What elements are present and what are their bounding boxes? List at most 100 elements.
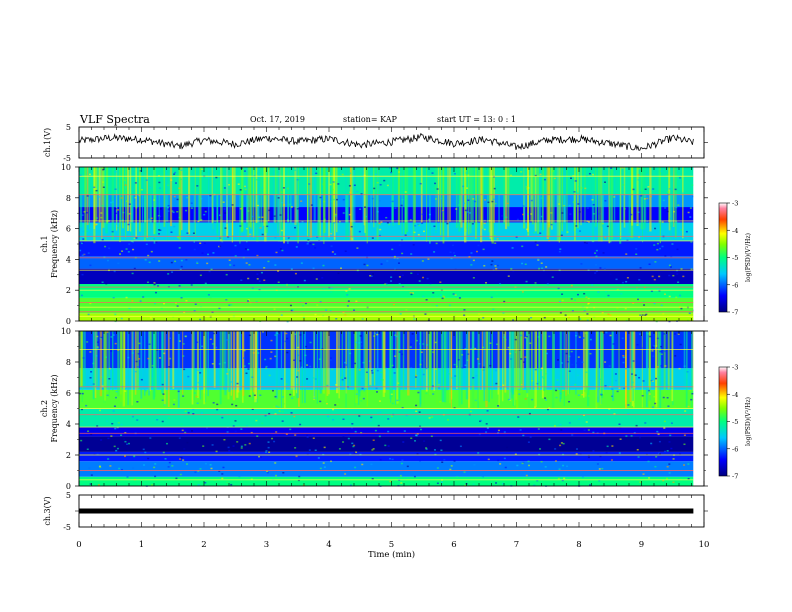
noise-speckle [130,242,133,244]
noise-speckle [265,450,268,452]
noise-speckle [106,331,109,333]
noise-speckle [640,195,643,197]
noise-streak [150,331,153,387]
noise-speckle [670,387,673,390]
noise-speckle [637,456,640,458]
noise-speckle [147,457,150,460]
noise-speckle [186,463,189,465]
noise-speckle [537,428,540,430]
noise-speckle [414,440,417,442]
noise-speckle [83,483,86,486]
noise-speckle [629,236,632,238]
noise-speckle [199,274,202,277]
noise-speckle [560,234,563,237]
noise-speckle [470,264,473,266]
noise-speckle [625,280,628,283]
noise-speckle [225,299,228,301]
noise-speckle [376,333,379,336]
noise-speckle [365,215,368,218]
noise-speckle [497,459,500,462]
noise-speckle [390,280,393,282]
noise-speckle [663,350,666,353]
noise-speckle [178,285,181,287]
spectral-band [79,256,694,269]
noise-streak [412,167,415,241]
noise-speckle [162,302,165,305]
noise-streak [643,167,647,229]
noise-speckle [96,341,99,343]
noise-streak [649,167,652,232]
noise-streak [104,331,106,401]
noise-speckle [467,353,470,355]
noise-speckle [175,477,178,480]
noise-speckle [342,311,345,314]
noise-speckle [541,445,544,448]
noise-speckle [136,366,139,368]
noise-speckle [566,361,569,363]
noise-speckle [414,376,417,378]
noise-speckle [412,292,415,294]
noise-speckle [143,464,146,466]
noise-speckle [174,182,177,184]
noise-streak [566,167,568,235]
noise-speckle [210,268,213,271]
noise-speckle [263,279,266,282]
noise-speckle [153,282,156,284]
noise-speckle [525,335,528,338]
noise-speckle [378,200,381,202]
noise-streak [488,331,490,403]
noise-speckle [268,374,271,377]
noise-speckle [648,263,651,265]
noise-speckle [276,171,279,173]
noise-speckle [126,476,129,478]
spectral-band [79,240,694,257]
noise-speckle [228,184,231,186]
noise-streak [395,331,397,405]
noise-speckle [463,309,466,311]
noise-streak [328,331,330,395]
noise-speckle [350,225,353,228]
noise-streak [586,331,588,386]
noise-speckle [643,304,646,306]
noise-streak [478,331,480,402]
noise-speckle [342,435,345,437]
noise-speckle [280,191,283,193]
noise-speckle [195,395,198,398]
noise-speckle [618,423,621,425]
noise-speckle [663,293,666,295]
noise-speckle [290,268,293,270]
noise-speckle [659,247,662,250]
noise-speckle [666,384,669,387]
noise-speckle [672,458,675,460]
colorbar-tick-label: -3 [732,364,738,372]
noise-streak [297,167,299,244]
noise-speckle [687,211,690,214]
noise-streak [200,331,202,400]
noise-speckle [219,237,222,239]
noise-speckle [585,296,588,298]
noise-speckle [183,448,186,450]
noise-speckle [82,238,85,240]
noise-speckle [213,206,216,209]
noise-streak [295,167,298,229]
noise-speckle [228,449,231,452]
noise-speckle [573,191,576,193]
noise-speckle [635,424,638,427]
noise-speckle [422,343,425,345]
noise-streak [211,167,214,234]
noise-streak [445,331,448,391]
noise-speckle [663,420,666,423]
noise-speckle [651,346,654,348]
noise-streak [633,331,636,389]
noise-speckle [395,335,398,338]
noise-speckle [128,243,131,245]
noise-speckle [256,254,259,257]
colorbar-tick-label: -5 [732,418,738,426]
noise-speckle [239,207,242,210]
noise-speckle [410,437,413,439]
noise-speckle [658,453,661,455]
noise-speckle [409,346,412,348]
noise-streak [351,167,354,238]
noise-speckle [638,436,641,439]
x-tick-label: 10 [699,540,710,550]
